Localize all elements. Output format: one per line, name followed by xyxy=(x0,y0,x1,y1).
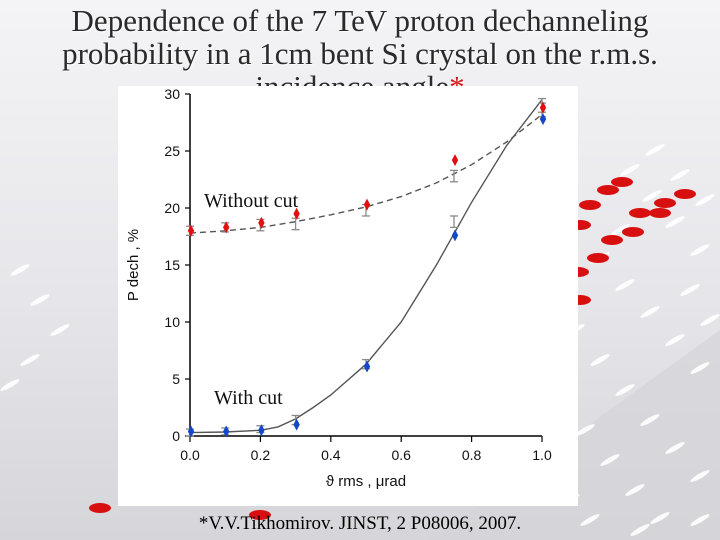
y-tick-label: 30 xyxy=(164,86,180,102)
y-tick-label: 15 xyxy=(164,257,180,273)
background-red-dot xyxy=(587,253,609,263)
background-red-dot xyxy=(89,503,111,513)
background-dash xyxy=(690,362,710,374)
red-diamond-point xyxy=(258,216,265,229)
blue-diamond-point xyxy=(363,360,371,373)
red-diamond-point xyxy=(363,198,371,211)
background-dash xyxy=(0,379,20,391)
tick-labels: 0.0 0.2 0.4 0.6 0.8 1.0 0 5 10 15 20 25 30 xyxy=(164,86,552,463)
annotation-without-cut: Without cut xyxy=(204,190,299,212)
title-line-1: Dependence of the 7 TeV proton dechannel… xyxy=(71,3,649,38)
background-red-dot xyxy=(579,200,601,210)
background-red-dot xyxy=(622,227,644,237)
background-dash xyxy=(640,414,660,426)
background-red-dot xyxy=(601,235,623,245)
red-diamond-point xyxy=(223,221,230,234)
x-tick-label: 0.8 xyxy=(462,447,482,463)
background-dash xyxy=(645,144,665,156)
background-dash xyxy=(690,514,710,526)
background-dash xyxy=(630,524,650,536)
background-dash xyxy=(690,244,710,256)
background-dash xyxy=(695,194,715,206)
x-axis-label: ϑ rms , μrad xyxy=(326,473,406,490)
background-red-dot xyxy=(611,177,633,187)
background-dash xyxy=(665,442,685,454)
axes xyxy=(185,93,543,442)
red-diamond-point xyxy=(539,101,547,114)
background-red-dot xyxy=(597,185,619,195)
blue-diamond-point xyxy=(539,113,547,126)
x-tick-label: 0.2 xyxy=(251,447,271,463)
blue-diamond-point xyxy=(258,424,265,437)
footnote: *V.V.Tikhomirov. JINST, 2 P08006, 2007. xyxy=(198,513,522,534)
blue-diamond-point xyxy=(293,418,300,431)
title-line-2: probability in a 1cm bent Si crystal on … xyxy=(62,36,658,71)
x-tick-label: 1.0 xyxy=(532,447,552,463)
y-tick-label: 25 xyxy=(164,143,180,159)
y-tick-label: 20 xyxy=(164,200,180,216)
background-dash xyxy=(30,294,50,306)
background-dash xyxy=(620,164,640,176)
background-dash xyxy=(650,512,670,524)
blue-diamond-point xyxy=(223,425,230,438)
background-dash xyxy=(580,514,600,526)
background-dash xyxy=(50,324,70,336)
background-dash xyxy=(665,334,685,346)
background-dash xyxy=(610,224,630,236)
background-dash xyxy=(590,354,610,366)
background-dash xyxy=(665,216,685,228)
y-axis-label: P dech , % xyxy=(125,229,142,301)
x-tick-label: 0.0 xyxy=(180,447,200,463)
background-dash xyxy=(600,454,620,466)
background-dash xyxy=(670,169,690,181)
background-dash xyxy=(680,284,700,296)
background-dash xyxy=(640,306,660,318)
annotation-with-cut: With cut xyxy=(214,387,283,409)
red-diamond-point xyxy=(293,207,300,220)
blue-diamond-point xyxy=(451,229,459,242)
annotations: Without cut With cut xyxy=(204,190,299,409)
background-dash xyxy=(642,190,662,202)
axis-labels: ϑ rms , μrad P dech , % xyxy=(125,229,406,490)
background-red-dot xyxy=(249,510,271,520)
y-tick-label: 10 xyxy=(164,314,180,330)
chart-background xyxy=(118,86,578,506)
background-dash xyxy=(615,384,635,396)
x-tick-label: 0.4 xyxy=(321,447,341,463)
background-red-dot xyxy=(629,208,651,218)
background-dash xyxy=(700,314,720,326)
background-dash xyxy=(20,354,40,366)
background-dash xyxy=(690,470,710,482)
background-red-dot xyxy=(649,208,671,218)
background-dash xyxy=(10,264,30,276)
background-red-dot xyxy=(674,189,696,199)
background-dash xyxy=(615,279,635,291)
red-diamond-point xyxy=(451,154,459,167)
y-tick-label: 0 xyxy=(172,428,180,444)
background-red-dot xyxy=(654,198,676,208)
background-dash xyxy=(625,484,645,496)
x-tick-label: 0.6 xyxy=(391,447,411,463)
y-tick-label: 5 xyxy=(172,371,180,387)
chart: 0.0 0.2 0.4 0.6 0.8 1.0 0 5 10 15 20 25 30 ϑ rms , μ… xyxy=(118,86,578,506)
background-dash xyxy=(575,424,595,436)
